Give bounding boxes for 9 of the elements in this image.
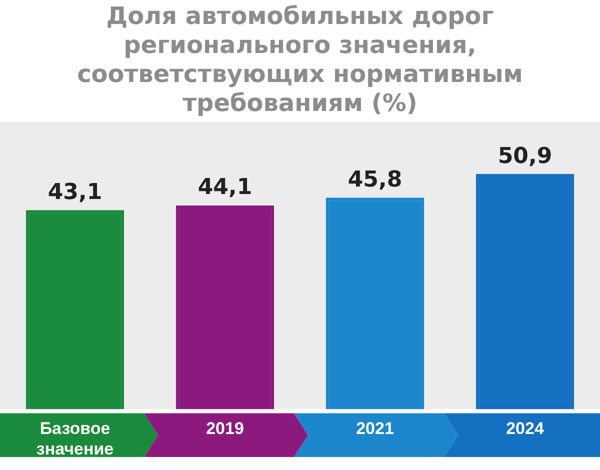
- x-tick-label: 2021: [356, 419, 394, 438]
- x-tick-label: Базовое значение: [36, 419, 114, 458]
- x-tick-label: 2019: [206, 419, 244, 438]
- data-label: 45,8: [348, 167, 402, 192]
- data-label: 50,9: [498, 144, 552, 169]
- data-label: 44,1: [198, 175, 252, 200]
- x-tick-label: 2024: [506, 419, 544, 438]
- chart-title: Доля автомобильных дорог регионального значения, соответствующих нормативным требованиям (%): [76, 2, 524, 118]
- data-label: 43,1: [48, 180, 102, 205]
